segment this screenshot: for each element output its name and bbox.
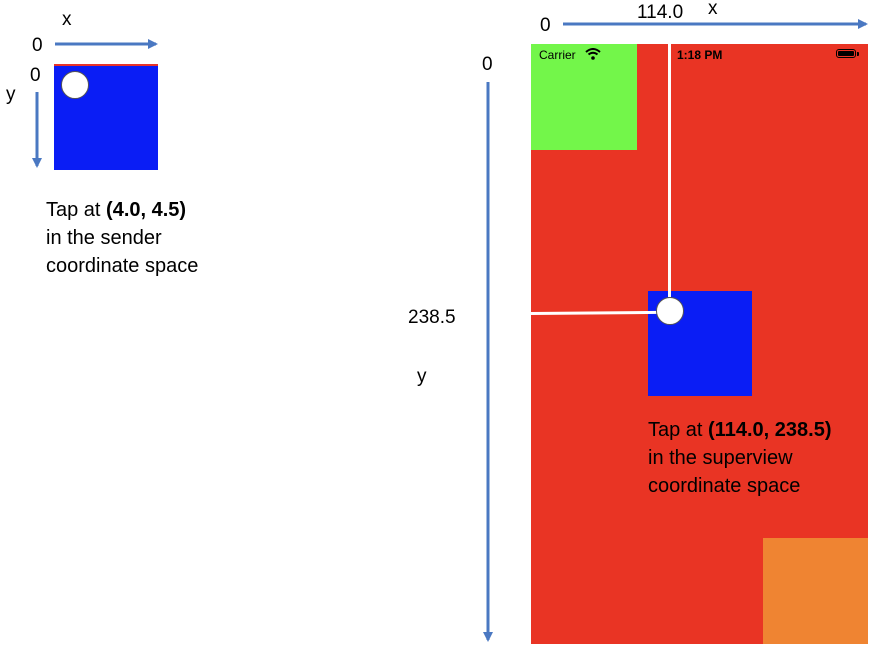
superview-x-origin-label: 0 bbox=[540, 15, 551, 36]
sender-caption-coords: (4.0, 4.5) bbox=[106, 199, 187, 221]
superview-y-axis-label: y bbox=[417, 366, 427, 387]
superview-x-axis-label: x bbox=[708, 0, 718, 19]
sender-x-axis-label: x bbox=[62, 9, 72, 30]
wifi-icon bbox=[585, 47, 601, 60]
sender-y-origin-label: 0 bbox=[30, 65, 41, 86]
superview-y-value-label: 238.5 bbox=[408, 307, 456, 328]
sender-caption-line2: in the sender bbox=[46, 227, 162, 249]
superview-tap-point bbox=[656, 297, 684, 325]
sender-tap-point bbox=[61, 71, 89, 99]
sender-caption-line3: coordinate space bbox=[46, 255, 199, 277]
orange-subview bbox=[763, 538, 868, 644]
sender-view bbox=[54, 64, 158, 170]
battery-icon bbox=[836, 49, 856, 58]
superview-x-value-label: 114.0 bbox=[637, 2, 684, 23]
status-time: 1:18 PM bbox=[677, 48, 723, 62]
status-carrier: Carrier bbox=[539, 48, 576, 62]
superview-y-origin-label: 0 bbox=[482, 54, 493, 75]
x-guide-line bbox=[668, 44, 671, 297]
superview-caption-prefix: Tap at bbox=[648, 419, 709, 441]
sender-x-origin-label: 0 bbox=[32, 35, 43, 56]
sender-caption: Tap at (4.0, 4.5) in the sender coordina… bbox=[46, 196, 198, 280]
sender-caption-prefix: Tap at bbox=[46, 199, 107, 221]
superview-caption-line2: in the superview bbox=[648, 447, 793, 469]
green-subview bbox=[531, 44, 637, 150]
sender-y-axis-label: y bbox=[6, 84, 16, 105]
superview-caption-line3: coordinate space bbox=[648, 475, 801, 497]
battery-tip bbox=[857, 52, 859, 56]
superview: Carrier 1:18 PM bbox=[531, 44, 868, 644]
superview-caption: Tap at (114.0, 238.5) in the superview c… bbox=[648, 416, 831, 500]
superview-caption-coords: (114.0, 238.5) bbox=[708, 419, 832, 441]
y-guide-line bbox=[531, 310, 660, 315]
